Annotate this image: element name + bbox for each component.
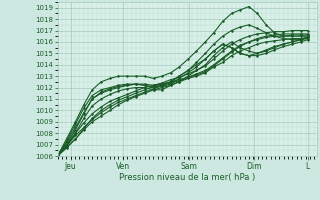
X-axis label: Pression niveau de la mer( hPa ): Pression niveau de la mer( hPa )	[119, 173, 255, 182]
